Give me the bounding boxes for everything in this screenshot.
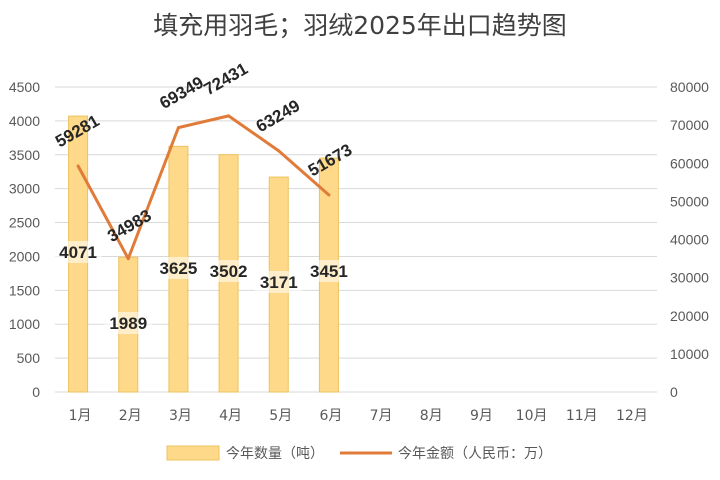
line-series [76,114,331,261]
line-point [126,257,130,261]
bar-labels: 4071 1989 3625 3502 3171 3451 [54,241,353,334]
line-point [327,193,331,197]
line-value-label: 34983 [104,206,154,246]
line-value-label: 69349 [156,73,206,113]
bar-value-label: 3171 [260,273,298,292]
right-tick-label: 20000 [670,308,709,324]
bar-value-label: 4071 [59,243,97,262]
right-tick-label: 0 [670,384,678,400]
bar-label-halo [154,257,203,279]
line-point [277,149,281,153]
bar-value-label: 3502 [210,262,248,281]
left-tick-label: 4000 [9,113,40,129]
line-point [76,164,80,168]
bar-value-label: 3625 [160,259,198,278]
left-tick-label: 500 [17,350,41,366]
line-point [227,114,231,118]
x-tick-label: 4月 [219,408,242,424]
left-tick-label: 3500 [9,147,40,163]
x-tick-label: 10月 [516,408,548,424]
bar-series [68,115,339,393]
legend-label-bar: 今年数量（吨） [226,446,324,462]
right-tick-label: 50000 [670,193,709,209]
left-tick-label: 0 [32,384,40,400]
x-tick-label: 1月 [69,408,92,424]
left-tick-label: 2000 [9,248,40,264]
x-tick-label: 2月 [119,408,142,424]
x-tick-label: 11月 [566,408,598,424]
bar-label-halo [54,241,103,263]
x-tick-label: 5月 [269,408,292,424]
chart-title: 填充用羽毛；羽绒2025年出口趋势图 [153,11,567,40]
bar-label-halo [104,312,153,334]
bar-label-halo [254,271,303,293]
left-tick-label: 1500 [9,282,40,298]
right-tick-label: 10000 [670,346,709,362]
right-tick-label: 30000 [670,270,709,286]
line-value-label: 63249 [253,96,303,136]
left-tick-label: 2500 [9,215,40,231]
x-tick-label: 9月 [470,408,493,424]
left-tick-label: 3000 [9,181,40,197]
legend-swatch-bar [166,445,220,461]
right-tick-label: 80000 [670,79,709,95]
series-line [76,114,330,261]
x-tick-label: 3月 [169,408,192,424]
left-tick-label: 4500 [9,79,40,95]
x-tick-label: 6月 [319,408,342,424]
bar-label-halo [304,260,353,282]
x-axis: 1月 2月 3月 4月 5月 6月 7月 8月 9月 10月 11月 12月 [69,408,648,424]
left-tick-label: 1000 [9,316,40,332]
right-tick-label: 40000 [670,232,709,248]
x-tick-label: 8月 [420,408,443,424]
left-axis: 0 500 1000 1500 2000 2500 3000 3500 4000 4500 [9,79,40,400]
bar-value-label: 1989 [109,314,147,333]
legend: 今年数量（吨） 今年金额（人民币：万） [166,445,552,462]
line-value-label: 72431 [201,59,251,99]
right-tick-label: 60000 [670,155,709,171]
right-axis: 0 10000 20000 30000 40000 50000 60000 70000 8000… [670,79,709,400]
right-tick-label: 70000 [670,117,709,133]
x-tick-label: 7月 [370,408,393,424]
line-point [176,126,180,130]
bar-label-halo [204,260,253,282]
bar-value-label: 3451 [310,262,348,281]
gridlines [55,86,657,393]
legend-label-line: 今年金额（人民币：万） [398,446,552,462]
x-tick-label: 12月 [616,408,648,424]
